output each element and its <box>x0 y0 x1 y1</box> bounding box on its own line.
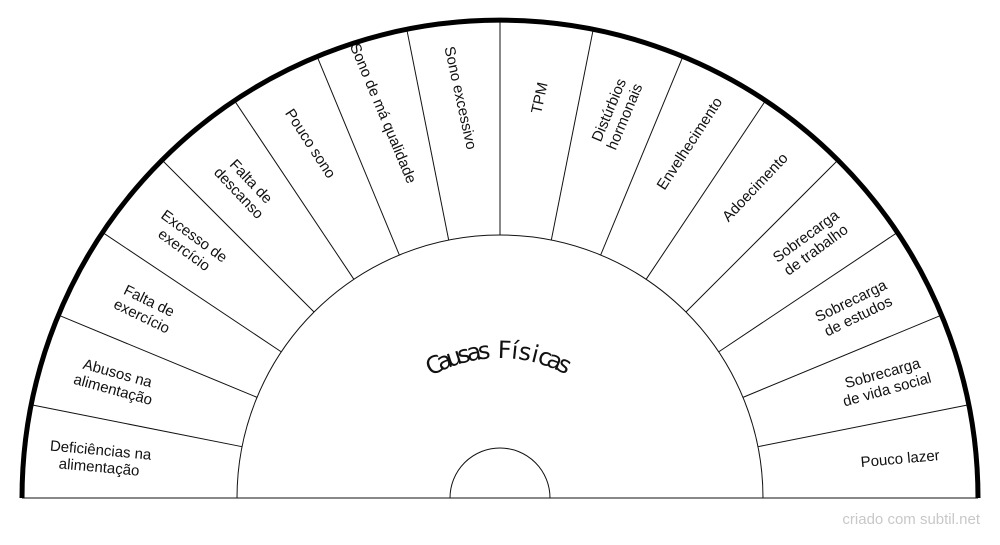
segment-divider <box>161 159 315 313</box>
segment-label: Falta dedescanso <box>210 153 279 223</box>
title-char: s <box>476 336 492 365</box>
segment-label: Sobrecargade trabalho <box>770 206 853 280</box>
segment-label: TPM <box>528 81 551 116</box>
segment-divider <box>742 314 942 398</box>
segment-label: Adoecimento <box>719 150 792 225</box>
segment-label: Abusos naalimentação <box>72 355 159 409</box>
segment-divider <box>31 404 243 448</box>
title-char: F <box>497 336 513 364</box>
segment-label-line: Sono excessivo <box>441 45 480 151</box>
segment-label: Deficiências naalimentação <box>48 438 153 481</box>
segment-label: Envelhecimento <box>654 94 727 193</box>
segment-divider <box>58 314 258 398</box>
segment-divider <box>102 232 282 353</box>
segment-label: Excesso deexercício <box>148 207 231 280</box>
segment-label: Pouco sono <box>281 106 339 182</box>
segment-label-line: Sono de má qualidade <box>346 41 420 186</box>
segment-divider <box>757 404 969 448</box>
inner-arc <box>236 234 764 499</box>
segment-divider <box>600 56 684 256</box>
segment-label: Falta deexercício <box>111 281 180 338</box>
segment-label-line: Pouco lazer <box>860 447 940 471</box>
segment-label-line: Envelhecimento <box>654 94 727 193</box>
title-char: í <box>510 337 521 366</box>
segment-divider <box>718 232 898 353</box>
credit-text: criado com subtil.net <box>842 511 980 528</box>
segment-divider <box>550 29 594 241</box>
segment-divider <box>685 159 839 313</box>
segment-label-line: Adoecimento <box>719 150 792 225</box>
segment-label: Sono de má qualidade <box>346 41 420 186</box>
title-char: a <box>464 337 484 367</box>
segment-divider <box>406 29 450 241</box>
segment-label-line: Pouco sono <box>281 106 339 182</box>
segment-label: Pouco lazer <box>860 447 940 471</box>
segment-label: Sobrecargade estudos <box>812 276 897 341</box>
outer-arc <box>19 17 981 499</box>
segment-label-line: TPM <box>528 81 551 116</box>
segment-label: Sobrecargade vida social <box>836 353 933 410</box>
center-hole-arc <box>449 447 551 499</box>
segment-divider <box>645 100 766 280</box>
segment-label: Distúrbioshormonais <box>588 75 646 153</box>
segment-label: Sono excessivo <box>441 45 480 151</box>
title-char: s <box>517 337 535 367</box>
title-char: s <box>454 339 474 369</box>
segment-divider <box>316 56 400 256</box>
segment-divider <box>234 100 355 280</box>
